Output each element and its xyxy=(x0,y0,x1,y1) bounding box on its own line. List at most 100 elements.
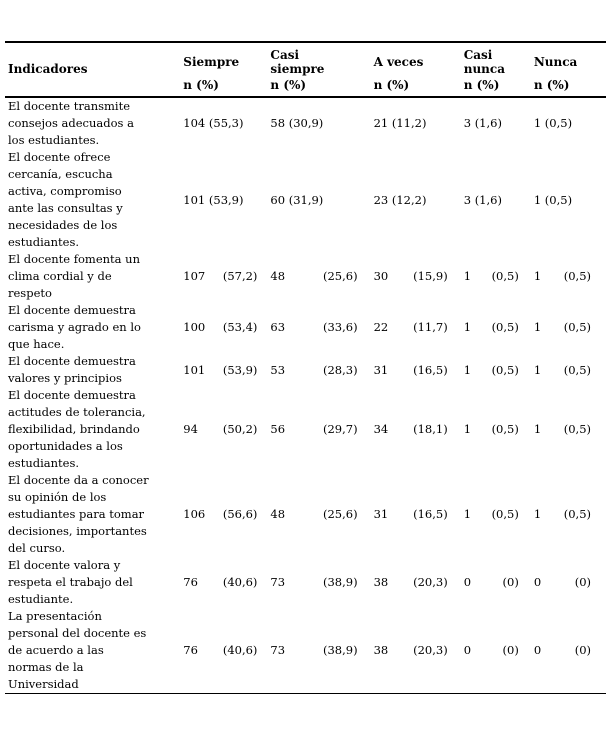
value-cell: 104 (55,3) xyxy=(183,116,244,130)
value-n: 1 xyxy=(463,422,472,436)
value-cell: 0 (0) xyxy=(464,608,534,694)
header-sublabel: n (%) xyxy=(463,78,500,92)
value-cell: 1 (0,5) xyxy=(464,302,534,353)
value-cell: 1 (0,5) xyxy=(464,472,534,557)
value-cell: 22 (11,7) xyxy=(374,302,464,353)
value-cell: 101 (53,9) xyxy=(183,353,270,387)
value-pair: 0 (0) xyxy=(534,574,591,591)
value-pct: (16,5) xyxy=(413,507,448,521)
header-casi-siempre: Casi siempre n (%) xyxy=(270,42,374,98)
value-n: 31 xyxy=(373,362,389,377)
value-pct: (33,6) xyxy=(322,320,358,334)
value-cell: 73 (38,9) xyxy=(270,608,373,694)
value-cell: 58 (30,9) xyxy=(270,116,324,130)
value-n: 76 xyxy=(183,575,198,589)
value-pair: 56 (29,7) xyxy=(270,421,357,438)
value-cell: 1 (0,5) xyxy=(464,251,534,302)
value-pair: 94 (50,2) xyxy=(183,421,257,438)
value-n: 1 xyxy=(533,362,542,377)
value-cell: 48 (25,6) xyxy=(270,251,373,302)
value-pair: 1 (0,5) xyxy=(464,506,519,523)
value-pct: (0,5) xyxy=(491,362,519,377)
header-sublabel: n (%) xyxy=(270,78,307,92)
value-cell: 34 (18,1) xyxy=(374,387,464,472)
value-cell: 63 (33,6) xyxy=(270,302,373,353)
value-cell: 106 (56,6) xyxy=(183,472,270,557)
value-pct: (0,5) xyxy=(563,320,591,334)
value-cell: 3 (1,6) xyxy=(463,116,502,130)
indicator-cell: El docente demuestra carisma y agrado en… xyxy=(8,303,141,351)
value-pct: (20,3) xyxy=(413,575,448,589)
header-label: Nunca xyxy=(533,55,578,69)
value-pct: (56,6) xyxy=(222,507,258,521)
value-pair: 1 (0,5) xyxy=(534,421,591,438)
value-cell: 1 (0,5) xyxy=(533,192,573,207)
value-n: 1 xyxy=(533,422,542,436)
value-pct: (0,5) xyxy=(563,269,591,283)
value-pct: (0,5) xyxy=(491,269,519,283)
value-n: 0 xyxy=(463,643,472,657)
table-row: El docente transmite consejos adecuados … xyxy=(5,97,606,149)
indicator-cell: La presentación personal del docente es … xyxy=(8,609,147,691)
value-cell: 31 (16,5) xyxy=(374,472,464,557)
value-pct: (15,9) xyxy=(413,269,448,283)
value-pair: 76 (40,6) xyxy=(183,642,257,659)
value-cell: 107 (57,2) xyxy=(183,251,270,302)
value-pct: (20,3) xyxy=(413,643,448,657)
table-row: El docente demuestra valores y principio… xyxy=(5,353,606,387)
value-n: 1 xyxy=(463,507,472,521)
value-pct: (0) xyxy=(574,575,591,589)
value-n: 1 xyxy=(533,507,542,521)
value-cell: 1 (0,5) xyxy=(464,387,534,472)
value-pct: (0,5) xyxy=(563,362,591,377)
table-header: Indicadores Siempre n (%) Casi siempre n… xyxy=(5,42,606,98)
value-n: 38 xyxy=(373,575,389,589)
value-cell: 100 (53,4) xyxy=(183,302,270,353)
value-pct: (0,5) xyxy=(491,320,519,334)
indicator-cell: El docente ofrece cercanía, escucha acti… xyxy=(8,150,123,249)
value-pct: (0,5) xyxy=(491,507,519,521)
value-cell: 1 (0,5) xyxy=(533,116,573,130)
value-cell: 53 (28,3) xyxy=(270,353,373,387)
value-n: 76 xyxy=(183,643,198,657)
value-pair: 1 (0,5) xyxy=(534,362,591,379)
value-pct: (11,7) xyxy=(413,320,448,334)
value-cell: 0 (0) xyxy=(464,557,534,608)
header-sublabel: n (%) xyxy=(373,78,410,92)
indicator-cell: El docente valora y respeta el trabajo d… xyxy=(8,558,133,606)
value-pct: (28,3) xyxy=(322,362,358,377)
value-pair: 1 (0,5) xyxy=(534,506,591,523)
value-pair: 107 (57,2) xyxy=(183,268,257,285)
value-pct: (57,2) xyxy=(222,269,258,283)
value-pair: 1 (0,5) xyxy=(464,362,519,379)
value-cell: 0 (0) xyxy=(534,608,606,694)
value-pair: 31 (16,5) xyxy=(374,506,448,523)
value-cell: 38 (20,3) xyxy=(374,557,464,608)
value-pair: 22 (11,7) xyxy=(374,319,448,336)
value-n: 34 xyxy=(373,422,389,436)
value-cell: 60 (31,9) xyxy=(270,192,324,207)
value-cell: 1 (0,5) xyxy=(534,302,606,353)
value-n: 22 xyxy=(373,320,389,334)
value-n: 30 xyxy=(373,269,389,283)
value-cell: 48 (25,6) xyxy=(270,472,373,557)
table-body: El docente transmite consejos adecuados … xyxy=(5,97,606,694)
value-n: 48 xyxy=(270,269,286,283)
value-cell: 101 (53,9) xyxy=(183,192,244,207)
value-n: 53 xyxy=(270,362,286,377)
value-n: 48 xyxy=(270,507,286,521)
value-cell: 3 (1,6) xyxy=(463,192,502,207)
value-pair: 53 (28,3) xyxy=(270,362,357,379)
value-cell: 1 (0,5) xyxy=(534,353,606,387)
value-n: 56 xyxy=(270,422,286,436)
value-pair: 0 (0) xyxy=(464,574,519,591)
value-pair: 73 (38,9) xyxy=(270,642,357,659)
value-n: 100 xyxy=(183,320,206,334)
value-pair: 31 (16,5) xyxy=(374,362,448,379)
value-pair: 73 (38,9) xyxy=(270,574,357,591)
header-label: A veces xyxy=(373,55,424,69)
value-cell: 21 (11,2) xyxy=(373,116,427,130)
value-pair: 1 (0,5) xyxy=(534,319,591,336)
value-pair: 101 (53,9) xyxy=(183,362,257,379)
header-row: Indicadores Siempre n (%) Casi siempre n… xyxy=(5,42,606,98)
